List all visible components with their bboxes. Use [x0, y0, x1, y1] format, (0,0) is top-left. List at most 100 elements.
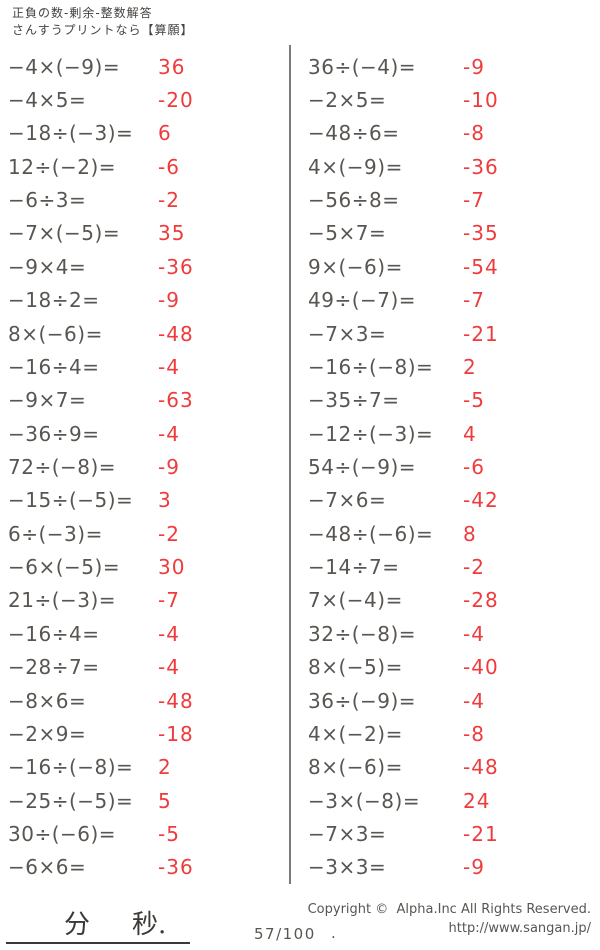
answer-text: -42 [463, 488, 499, 513]
answer-text: -10 [463, 88, 499, 113]
problem-text: −7×3= [308, 821, 387, 846]
problem-text: 36÷(−4)= [308, 54, 417, 79]
problem-row: −48÷6= -8 [308, 117, 499, 150]
answer-text: 5 [158, 788, 172, 813]
problem-row: −35÷7= -5 [308, 384, 499, 417]
problem-row: −16÷4= -4 [8, 350, 194, 383]
problem-text: 49÷(−7)= [308, 288, 417, 313]
problem-text: −16÷4= [8, 621, 100, 646]
problem-row: −14÷7= -2 [308, 550, 499, 583]
problem-row: 9×(−6)= -54 [308, 250, 499, 283]
answer-text: 2 [463, 354, 477, 379]
answer-text: -5 [158, 821, 180, 846]
problem-row: −7×6= -42 [308, 484, 499, 517]
copyright-text: Copyright © Alpha.Inc All Rights Reserve… [307, 902, 591, 917]
problem-row: −25÷(−5)= 5 [8, 784, 194, 817]
problem-row: −16÷4= -4 [8, 617, 194, 650]
worksheet-title: 正負の数-剰余-整数解答 [12, 6, 153, 20]
problem-text: −18÷2= [8, 288, 100, 313]
answer-text: 2 [158, 755, 172, 780]
page-number-suffix: . [331, 924, 336, 942]
answer-text: -2 [463, 555, 485, 580]
worksheet-header: 正負の数-剰余-整数解答 さんすうプリントなら【算願】 [12, 5, 194, 39]
problem-row: 7×(−4)= -28 [308, 584, 499, 617]
problem-text: 36÷(−9)= [308, 688, 417, 713]
answer-text: -2 [158, 521, 180, 546]
answer-text: 36 [158, 54, 186, 79]
answer-text: -48 [158, 321, 194, 346]
worksheet-subtitle: さんすうプリントなら【算願】 [12, 23, 194, 37]
problem-row: −6×6= -36 [8, 851, 194, 884]
problem-text: 7×(−4)= [308, 588, 403, 613]
problem-text: −25÷(−5)= [8, 788, 134, 813]
problem-text: −7×(−5)= [8, 221, 121, 246]
problem-text: −6×6= [8, 855, 87, 880]
answer-text: -5 [463, 388, 485, 413]
answer-text: -36 [158, 855, 194, 880]
problem-text: −7×6= [308, 488, 387, 513]
answer-text: -4 [158, 621, 180, 646]
problem-row: −18÷(−3)= 6 [8, 117, 194, 150]
problem-row: −36÷9= -4 [8, 417, 194, 450]
problem-text: −3×(−8)= [308, 788, 421, 813]
copyright-block: Copyright © Alpha.Inc All Rights Reserve… [308, 900, 591, 938]
problem-text: −2×9= [8, 721, 87, 746]
problem-text: 30÷(−6)= [8, 821, 117, 846]
problem-row: −6×(−5)= 30 [8, 550, 194, 583]
answer-text: 3 [158, 488, 172, 513]
answer-text: -48 [158, 688, 194, 713]
problem-row: −48÷(−6)= 8 [308, 517, 499, 550]
problem-row: −7×(−5)= 35 [8, 217, 194, 250]
answer-text: -2 [158, 188, 180, 213]
problem-text: −35÷7= [308, 388, 400, 413]
problem-text: −12÷(−3)= [308, 421, 434, 446]
problem-row: −3×(−8)= 24 [308, 784, 499, 817]
problem-text: −16÷(−8)= [308, 354, 434, 379]
problem-text: −3×3= [308, 855, 387, 880]
problem-row: 12÷(−2)= -6 [8, 150, 194, 183]
problem-text: −36÷9= [8, 421, 100, 446]
answer-text: -4 [158, 421, 180, 446]
problem-row: 30÷(−6)= -5 [8, 817, 194, 850]
answer-text: -8 [463, 721, 485, 746]
problem-row: 4×(−2)= -8 [308, 717, 499, 750]
problem-text: −4×(−9)= [8, 54, 121, 79]
answer-text: -35 [463, 221, 499, 246]
problem-row: −16÷(−8)= 2 [308, 350, 499, 383]
problem-text: −4×5= [8, 88, 87, 113]
problem-row: −2×5= -10 [308, 83, 499, 116]
problem-row: 72÷(−8)= -9 [8, 450, 194, 483]
answer-text: -7 [158, 588, 180, 613]
problem-row: −56÷8= -7 [308, 183, 499, 216]
problem-row: −4×(−9)= 36 [8, 50, 194, 83]
problem-text: −16÷(−8)= [8, 755, 134, 780]
answer-text: -6 [158, 154, 180, 179]
minutes-label: 分 [64, 910, 91, 940]
problem-text: 4×(−2)= [308, 721, 403, 746]
problem-text: −8×6= [8, 688, 87, 713]
answer-text: 35 [158, 221, 186, 246]
answer-text: -7 [463, 188, 485, 213]
problem-row: −18÷2= -9 [8, 284, 194, 317]
problem-text: 6÷(−3)= [8, 521, 103, 546]
problem-row: −3×3= -9 [308, 851, 499, 884]
problem-row: −15÷(−5)= 3 [8, 484, 194, 517]
answer-text: -9 [463, 855, 485, 880]
problem-text: 32÷(−8)= [308, 621, 417, 646]
problem-text: 8×(−6)= [8, 321, 103, 346]
problems-column-right: 36÷(−4)= -9 −2×5= -10 −48÷6= -8 4×(−9)= -36 −56÷… [308, 50, 499, 884]
problem-row: 4×(−9)= -36 [308, 150, 499, 183]
problem-row: −5×7= -35 [308, 217, 499, 250]
answer-text: -7 [463, 288, 485, 313]
time-entry-blank: 分 秒. [6, 906, 190, 944]
problem-row: 49÷(−7)= -7 [308, 284, 499, 317]
problem-text: −18÷(−3)= [8, 121, 134, 146]
problem-text: 21÷(−3)= [8, 588, 117, 613]
problem-text: −2×5= [308, 88, 387, 113]
problem-row: 8×(−6)= -48 [308, 751, 499, 784]
problem-text: 54÷(−9)= [308, 454, 417, 479]
answer-text: 24 [463, 788, 491, 813]
answer-text: -4 [158, 655, 180, 680]
answer-text: -40 [463, 655, 499, 680]
